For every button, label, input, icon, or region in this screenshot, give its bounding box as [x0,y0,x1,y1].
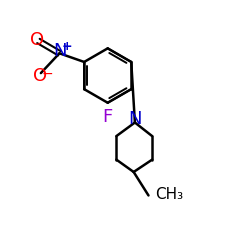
Text: +: + [62,40,72,53]
Text: N: N [128,110,142,128]
Text: CH₃: CH₃ [155,187,183,202]
Text: −: − [42,67,54,81]
Text: F: F [102,108,113,126]
Text: O: O [32,67,47,85]
Text: N: N [53,42,67,60]
Text: O: O [30,31,44,49]
